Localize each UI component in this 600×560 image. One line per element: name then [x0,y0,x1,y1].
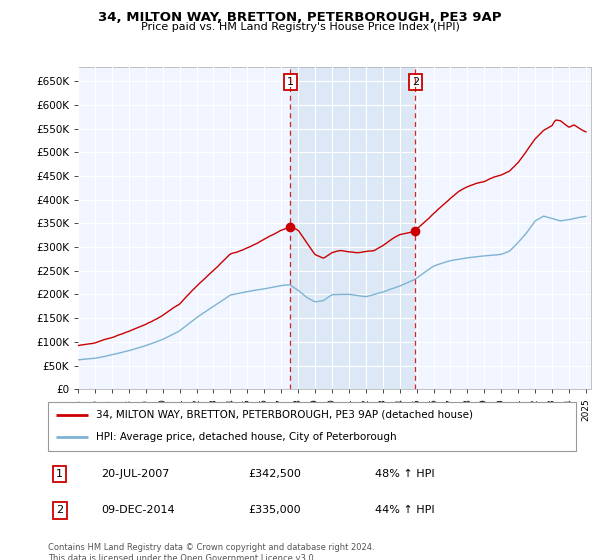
Text: 2: 2 [56,506,63,515]
Text: 48% ↑ HPI: 48% ↑ HPI [376,469,435,479]
Text: 20-JUL-2007: 20-JUL-2007 [101,469,169,479]
Text: 1: 1 [287,77,294,87]
Text: £335,000: £335,000 [248,506,301,515]
FancyBboxPatch shape [48,402,576,451]
Text: 44% ↑ HPI: 44% ↑ HPI [376,506,435,515]
Text: HPI: Average price, detached house, City of Peterborough: HPI: Average price, detached house, City… [95,432,396,442]
Text: 09-DEC-2014: 09-DEC-2014 [101,506,175,515]
Text: 1: 1 [56,469,63,479]
Text: 2: 2 [412,77,419,87]
Text: Contains HM Land Registry data © Crown copyright and database right 2024.
This d: Contains HM Land Registry data © Crown c… [48,543,374,560]
Text: £342,500: £342,500 [248,469,302,479]
Bar [290,67,415,389]
Text: 34, MILTON WAY, BRETTON, PETERBOROUGH, PE3 9AP (detached house): 34, MILTON WAY, BRETTON, PETERBOROUGH, P… [95,410,473,420]
Text: 34, MILTON WAY, BRETTON, PETERBOROUGH, PE3 9AP: 34, MILTON WAY, BRETTON, PETERBOROUGH, P… [98,11,502,24]
Text: Price paid vs. HM Land Registry's House Price Index (HPI): Price paid vs. HM Land Registry's House … [140,22,460,32]
